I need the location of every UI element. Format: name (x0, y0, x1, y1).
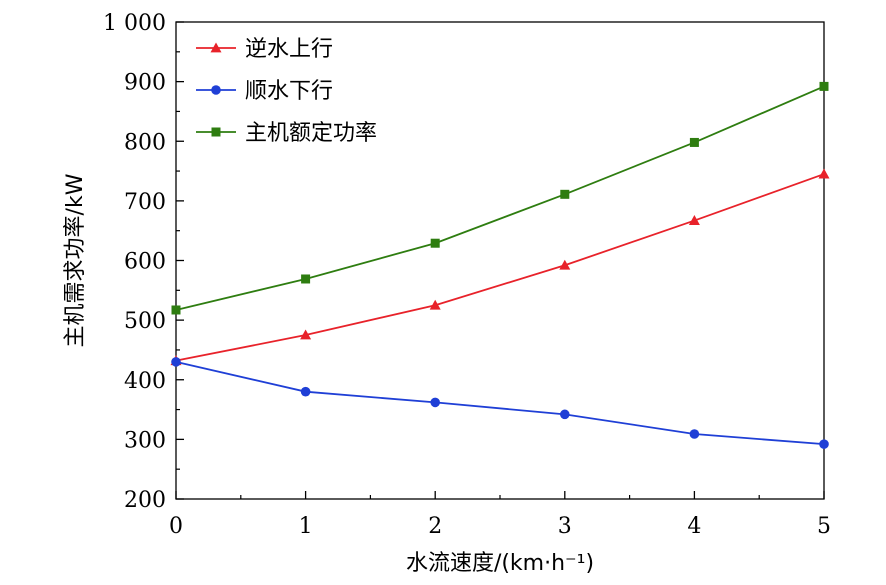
x-axis: 0 1 2 3 4 5 (169, 491, 831, 539)
x-tick-label: 2 (428, 514, 442, 539)
legend-marker (211, 127, 221, 137)
x-tick-label: 0 (169, 514, 183, 539)
series-3 (171, 81, 829, 315)
y-tick-label: 500 (124, 309, 166, 334)
series-line (175, 85, 825, 311)
data-point (429, 299, 441, 310)
legend-label: 顺水下行 (245, 79, 333, 104)
legend-label: 主机额定功率 (245, 121, 377, 146)
data-point (301, 274, 311, 284)
data-point (689, 137, 699, 147)
legend-item-3: 主机额定功率 (196, 121, 377, 146)
y-tick-label: 800 (124, 130, 166, 155)
data-point (171, 305, 181, 315)
y-axis: 200 300 400 500 600 700 800 900 1 000 (103, 11, 184, 513)
legend-item-2: 顺水下行 (196, 79, 333, 104)
legend-label: 逆水上行 (245, 37, 333, 62)
data-point (688, 215, 700, 225)
series-1 (170, 168, 830, 366)
y-tick-label: 1 000 (103, 11, 166, 36)
data-point (560, 409, 570, 420)
data-point (560, 189, 570, 199)
y-tick-label: 700 (124, 190, 166, 215)
x-tick-label: 1 (299, 514, 313, 539)
data-point (559, 259, 571, 270)
data-point (689, 429, 700, 439)
legend-marker (211, 85, 221, 95)
data-point (818, 168, 830, 179)
x-tick-label: 4 (687, 514, 701, 539)
legend-marker (210, 42, 222, 53)
y-tick-label: 900 (124, 71, 166, 96)
series-line (175, 173, 825, 362)
data-point (819, 81, 829, 91)
data-point (171, 357, 181, 367)
data-point (300, 329, 312, 340)
y-tick-label: 600 (124, 250, 166, 275)
data-point (819, 439, 829, 449)
y-tick-label: 400 (124, 369, 166, 394)
x-axis-title: 水流速度/(km·h⁻¹) (406, 551, 594, 576)
x-tick-label: 5 (817, 514, 831, 539)
series-2 (171, 357, 829, 449)
legend-item-1: 逆水上行 (196, 37, 333, 62)
data-point (300, 386, 311, 397)
y-tick-label: 200 (124, 488, 166, 513)
series-line (175, 360, 825, 446)
x-tick-label: 3 (558, 514, 572, 539)
series-layer (170, 81, 830, 449)
y-tick-label: 300 (124, 428, 166, 453)
y-axis-title: 主机需求功率/kW (63, 173, 88, 347)
data-point (430, 397, 441, 408)
data-point (430, 238, 440, 248)
